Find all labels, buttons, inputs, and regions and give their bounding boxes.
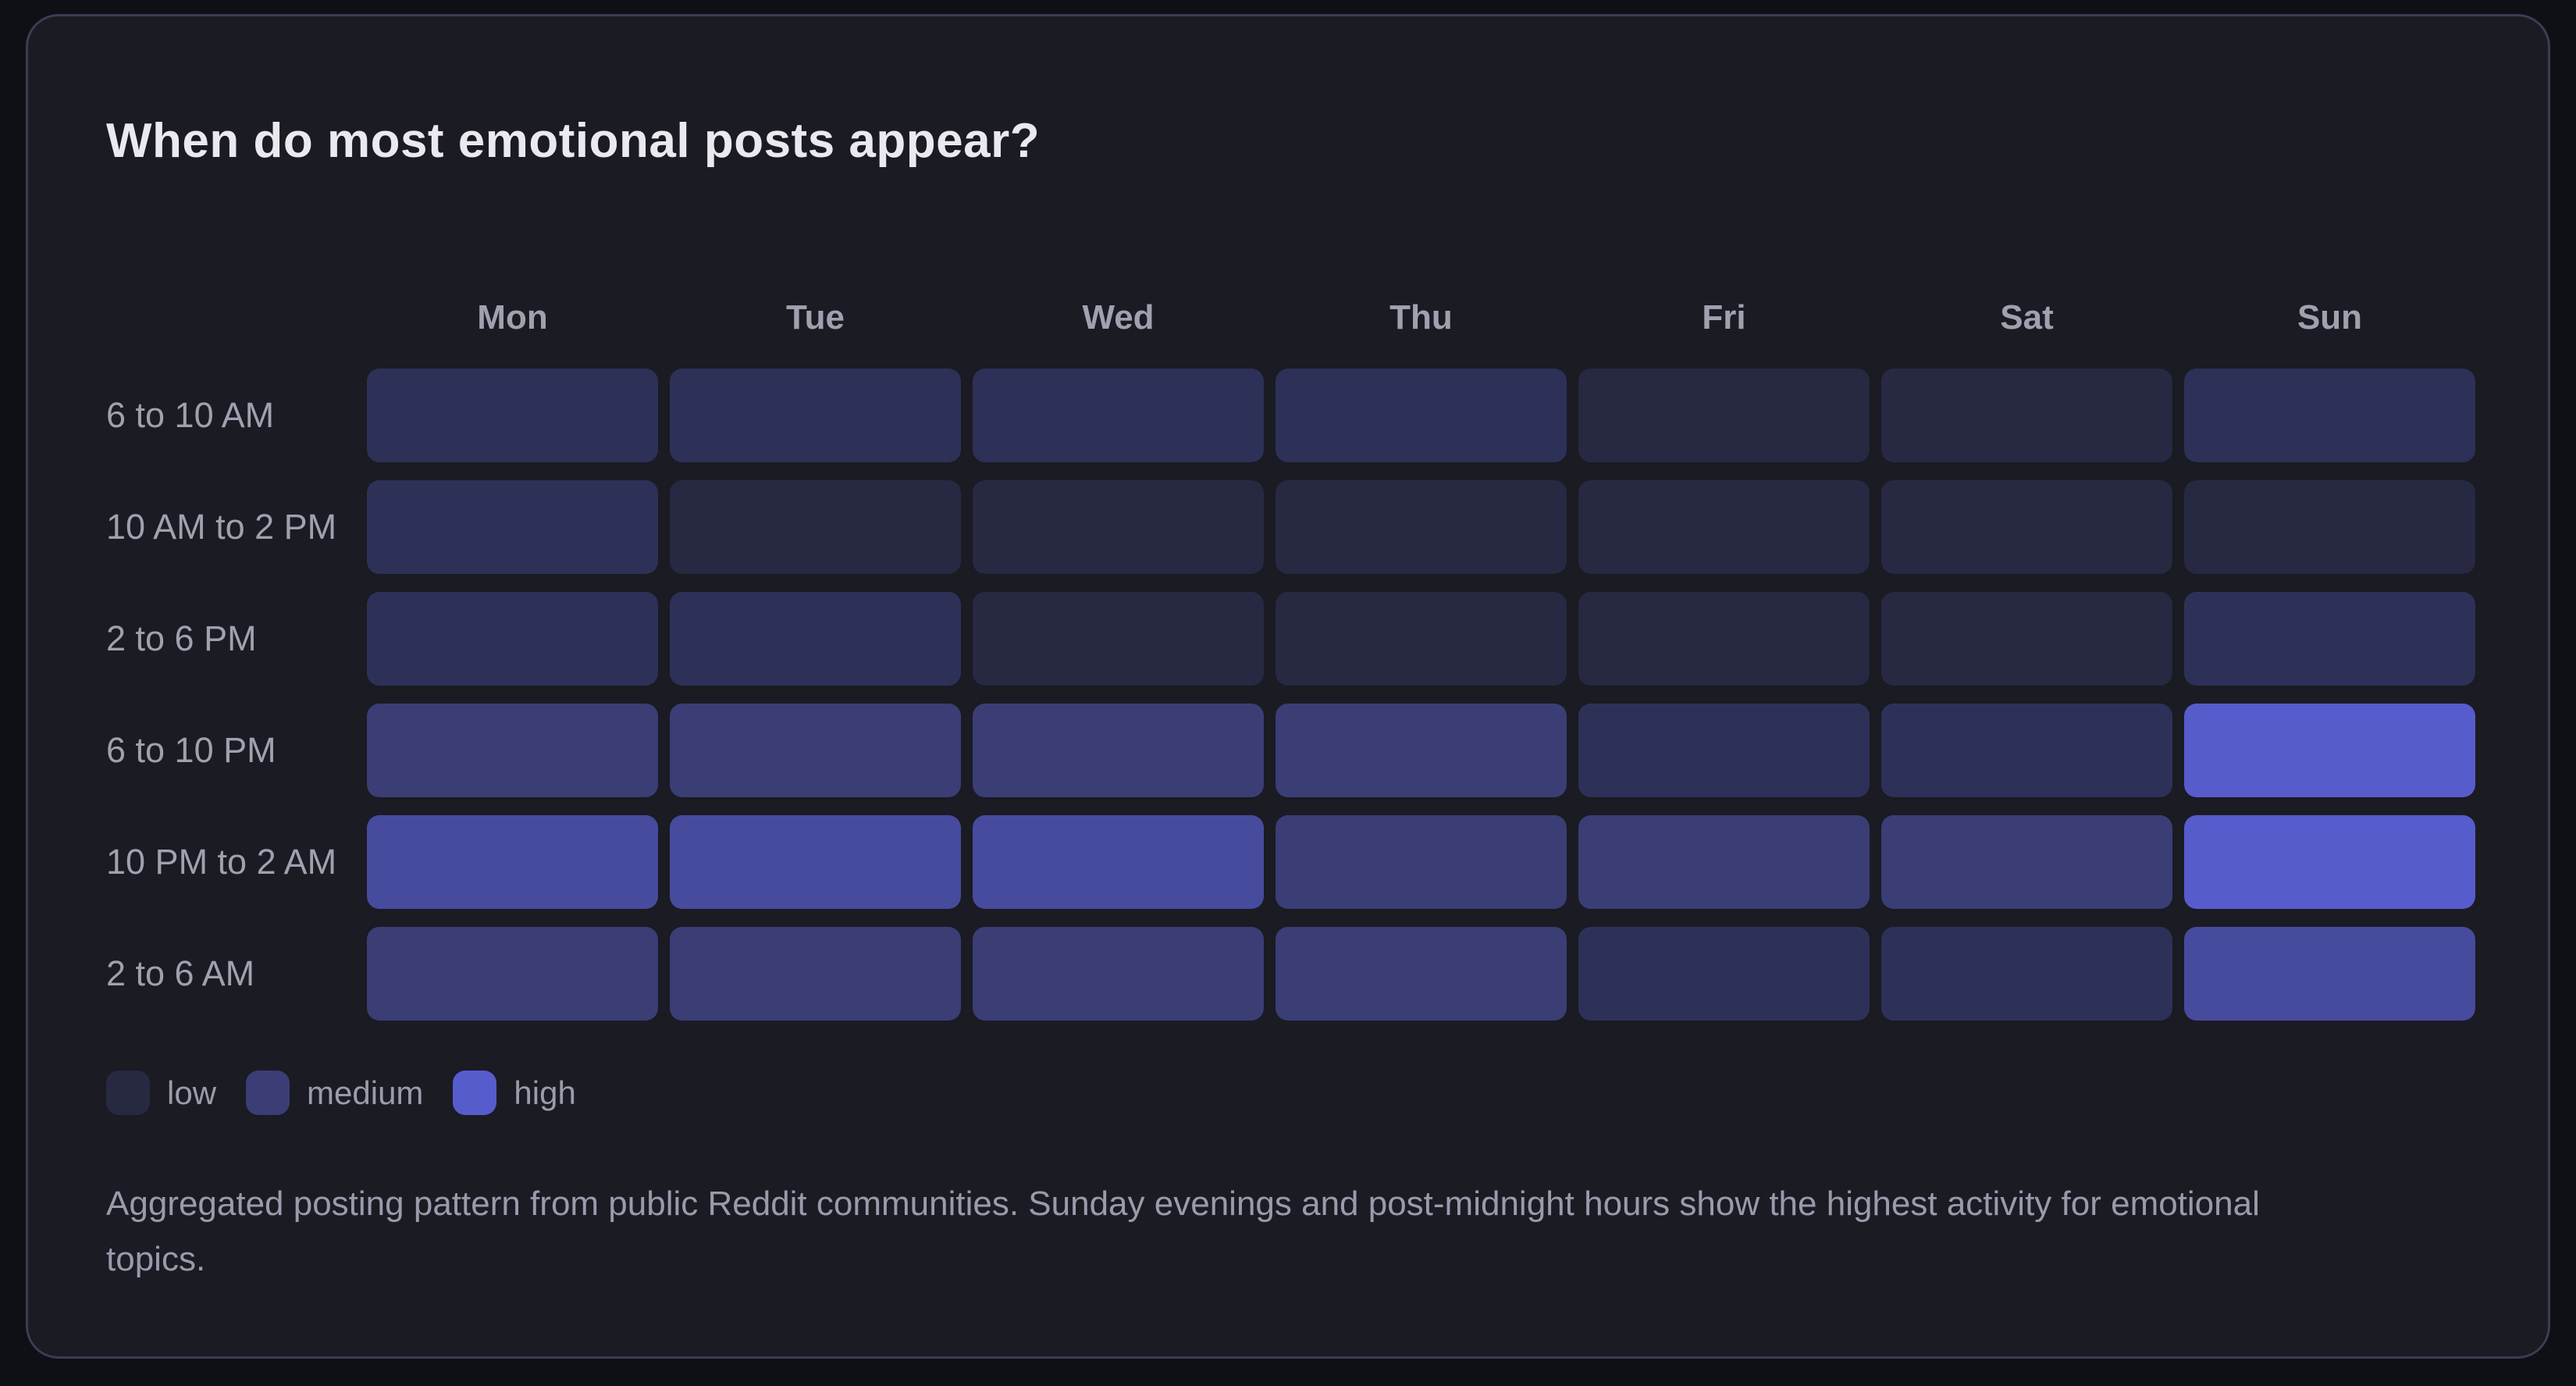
heatmap-cell: [973, 704, 1264, 797]
heatmap-cell: [1881, 480, 2172, 574]
row-label: 10 AM to 2 PM: [106, 507, 337, 547]
heatmap-corner: [106, 285, 355, 351]
heatmap-cell: [2184, 480, 2475, 574]
heatmap-cell: [367, 927, 658, 1021]
legend: low medium high: [106, 1071, 2470, 1115]
heatmap-cell: [670, 927, 961, 1021]
heatmap-cell: [1881, 369, 2172, 462]
heatmap-cell: [1881, 704, 2172, 797]
legend-item-high: high: [453, 1071, 576, 1115]
heatmap-cell: [1276, 592, 1567, 686]
heatmap-cell: [1578, 815, 1870, 909]
heatmap-cell: [1881, 927, 2172, 1021]
heatmap-cell: [1578, 369, 1870, 462]
column-header-mon: Mon: [477, 298, 548, 337]
heatmap-cell: [670, 480, 961, 574]
heatmap-cell: [2184, 369, 2475, 462]
heatmap-cell: [1276, 815, 1567, 909]
heatmap-grid: Mon Tue Wed Thu Fri Sat Sun 6 to 10 AM 10 AM to …: [106, 285, 2475, 1021]
heatmap-cell: [1881, 592, 2172, 686]
heatmap-cell: [670, 592, 961, 686]
column-header-tue: Tue: [786, 298, 845, 337]
row-label: 10 PM to 2 AM: [106, 842, 337, 882]
row-label: 6 to 10 PM: [106, 730, 276, 770]
heatmap-cell: [670, 815, 961, 909]
heatmap-cell: [1578, 592, 1870, 686]
column-header-fri: Fri: [1702, 298, 1746, 337]
caption: Aggregated posting pattern from public R…: [106, 1185, 2260, 1278]
heatmap-cell: [2184, 927, 2475, 1021]
row-label: 6 to 10 AM: [106, 395, 275, 435]
heatmap-cell: [973, 592, 1264, 686]
legend-label: low: [167, 1074, 217, 1111]
heatmap-cell: [1881, 815, 2172, 909]
column-header-wed: Wed: [1082, 298, 1155, 337]
legend-item-medium: medium: [246, 1071, 423, 1115]
heatmap-cell: [973, 369, 1264, 462]
heatmap-cell: [973, 927, 1264, 1021]
heatmap-cell: [2184, 592, 2475, 686]
legend-swatch-high: [453, 1071, 497, 1115]
heatmap-cell: [1578, 480, 1870, 574]
row-label: 2 to 6 AM: [106, 953, 255, 993]
heatmap-cell: [367, 815, 658, 909]
heatmap-cell: [1276, 369, 1567, 462]
column-header-sat: Sat: [2000, 298, 2054, 337]
heatmap-cell: [367, 480, 658, 574]
legend-label: medium: [307, 1074, 424, 1111]
heatmap-card: When do most emotional posts appear? Mon…: [26, 14, 2550, 1359]
row-label: 2 to 6 PM: [106, 618, 257, 658]
heatmap-cell: [670, 704, 961, 797]
heatmap-cell: [1578, 704, 1870, 797]
heatmap-cell: [367, 369, 658, 462]
legend-label: high: [514, 1074, 576, 1111]
legend-swatch-low: [106, 1071, 150, 1115]
legend-item-low: low: [106, 1071, 216, 1115]
heatmap-cell: [670, 369, 961, 462]
heatmap-cell: [1276, 480, 1567, 574]
column-header-sun: Sun: [2297, 298, 2363, 337]
heatmap-cell: [2184, 704, 2475, 797]
heatmap-cell: [2184, 815, 2475, 909]
heatmap-cell: [1578, 927, 1870, 1021]
heatmap-cell: [367, 592, 658, 686]
legend-swatch-medium: [246, 1071, 290, 1115]
heatmap-cell: [973, 480, 1264, 574]
heatmap-cell: [367, 704, 658, 797]
heatmap-cell: [1276, 704, 1567, 797]
column-header-thu: Thu: [1389, 298, 1453, 337]
heatmap-cell: [1276, 927, 1567, 1021]
heatmap-cell: [973, 815, 1264, 909]
page-title: When do most emotional posts appear?: [106, 114, 1041, 168]
